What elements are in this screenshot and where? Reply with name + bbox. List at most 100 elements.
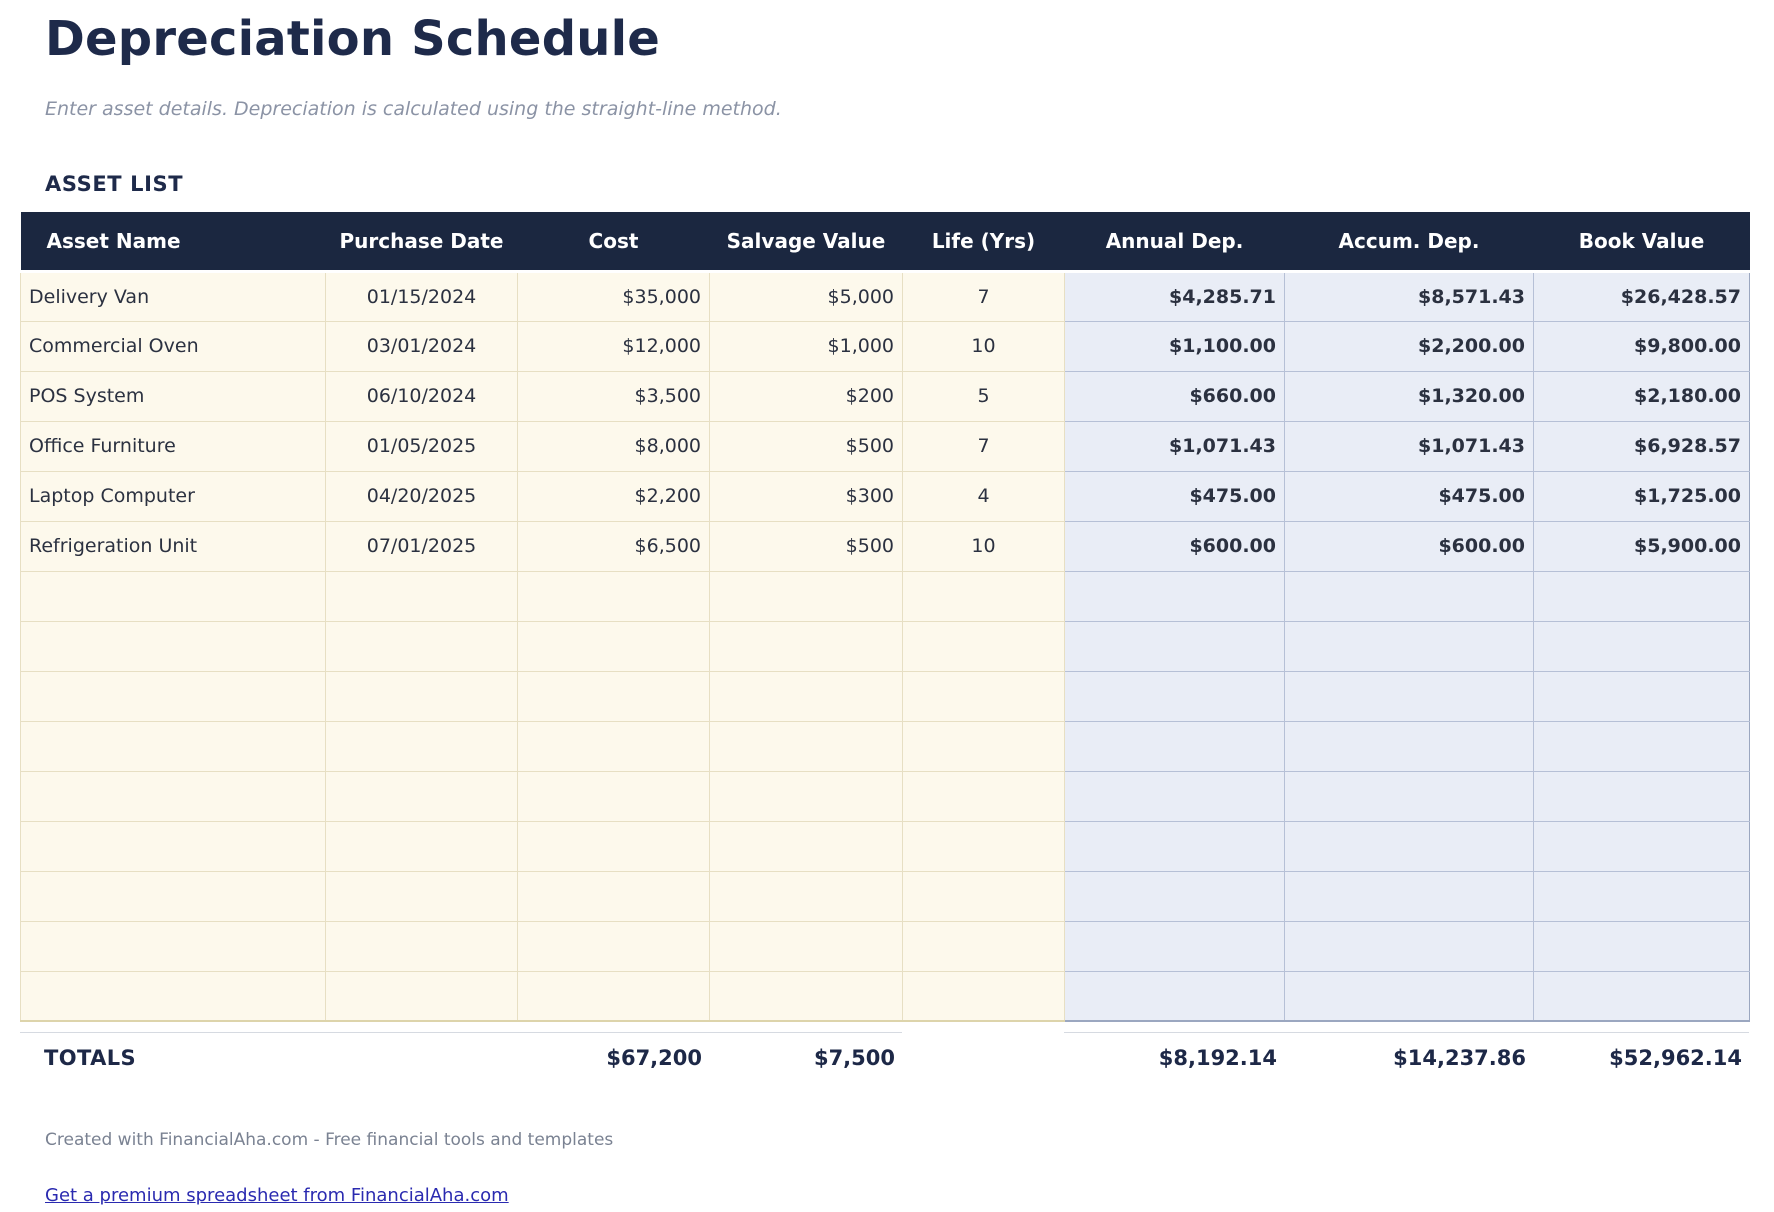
empty-cell-date[interactable] — [325, 821, 518, 872]
cell-life[interactable]: 7 — [902, 271, 1065, 322]
empty-cell-cost[interactable] — [517, 971, 710, 1022]
cell-name[interactable]: Laptop Computer — [20, 471, 326, 522]
empty-cell-life[interactable] — [902, 621, 1065, 672]
empty-cell-cost[interactable] — [517, 921, 710, 972]
empty-cell-name[interactable] — [20, 571, 326, 622]
cell-date[interactable]: 06/10/2024 — [325, 371, 518, 422]
empty-cell-date[interactable] — [325, 971, 518, 1022]
column-header-name: Asset Name — [20, 212, 326, 273]
empty-cell-salvage[interactable] — [709, 821, 903, 872]
cell-date[interactable]: 03/01/2024 — [325, 321, 518, 372]
empty-cell-life[interactable] — [902, 771, 1065, 822]
total-date — [325, 1032, 517, 1082]
table-row: Commercial Oven 03/01/2024 $12,000 $1,000 10… — [20, 321, 1750, 372]
cell-life[interactable]: 10 — [902, 521, 1065, 572]
empty-row — [20, 671, 1750, 722]
cell-salvage[interactable]: $1,000 — [709, 321, 903, 372]
empty-cell-life[interactable] — [902, 971, 1065, 1022]
cell-life[interactable]: 7 — [902, 421, 1065, 472]
empty-cell-salvage[interactable] — [709, 571, 903, 622]
empty-row — [20, 621, 1750, 672]
empty-cell-salvage[interactable] — [709, 921, 903, 972]
cell-book: $5,900.00 — [1533, 521, 1750, 572]
empty-cell-date[interactable] — [325, 921, 518, 972]
empty-cell-date[interactable] — [325, 871, 518, 922]
empty-cell-accum — [1284, 821, 1534, 872]
column-header-date: Purchase Date — [325, 212, 518, 273]
cell-name[interactable]: POS System — [20, 371, 326, 422]
empty-cell-cost[interactable] — [517, 871, 710, 922]
cell-date[interactable]: 07/01/2025 — [325, 521, 518, 572]
cell-salvage[interactable]: $5,000 — [709, 271, 903, 322]
cell-life[interactable]: 10 — [902, 321, 1065, 372]
empty-cell-salvage[interactable] — [709, 721, 903, 772]
empty-row — [20, 921, 1750, 972]
empty-cell-cost[interactable] — [517, 771, 710, 822]
empty-cell-name[interactable] — [20, 721, 326, 772]
empty-cell-book — [1533, 871, 1750, 922]
empty-cell-life[interactable] — [902, 821, 1065, 872]
empty-cell-accum — [1284, 671, 1534, 722]
empty-cell-cost[interactable] — [517, 671, 710, 722]
cell-cost[interactable]: $8,000 — [517, 421, 710, 472]
empty-cell-date[interactable] — [325, 671, 518, 722]
total-book: $52,962.14 — [1533, 1032, 1749, 1082]
cell-life[interactable]: 5 — [902, 371, 1065, 422]
empty-cell-life[interactable] — [902, 721, 1065, 772]
empty-cell-salvage[interactable] — [709, 871, 903, 922]
totals-label: TOTALS — [20, 1032, 325, 1082]
table-row: Refrigeration Unit 07/01/2025 $6,500 $500 10… — [20, 521, 1750, 572]
empty-cell-name[interactable] — [20, 621, 326, 672]
cell-name[interactable]: Office Furniture — [20, 421, 326, 472]
empty-cell-cost[interactable] — [517, 721, 710, 772]
empty-cell-salvage[interactable] — [709, 671, 903, 722]
premium-spreadsheet-link[interactable]: Get a premium spreadsheet from Financial… — [45, 1185, 509, 1206]
section-title-asset-list: ASSET LIST — [45, 172, 184, 196]
cell-salvage[interactable]: $300 — [709, 471, 903, 522]
empty-cell-cost[interactable] — [517, 621, 710, 672]
empty-cell-name[interactable] — [20, 921, 326, 972]
column-header-life: Life (Yrs) — [902, 212, 1065, 273]
cell-date[interactable]: 01/15/2024 — [325, 271, 518, 322]
cell-name[interactable]: Delivery Van — [20, 271, 326, 322]
empty-cell-accum — [1284, 971, 1534, 1022]
empty-cell-name[interactable] — [20, 771, 326, 822]
cell-date[interactable]: 04/20/2025 — [325, 471, 518, 522]
empty-cell-salvage[interactable] — [709, 771, 903, 822]
cell-cost[interactable]: $6,500 — [517, 521, 710, 572]
empty-cell-name[interactable] — [20, 971, 326, 1022]
empty-cell-life[interactable] — [902, 571, 1065, 622]
empty-cell-life[interactable] — [902, 671, 1065, 722]
empty-row — [20, 871, 1750, 922]
empty-cell-name[interactable] — [20, 821, 326, 872]
cell-salvage[interactable]: $200 — [709, 371, 903, 422]
empty-cell-salvage[interactable] — [709, 621, 903, 672]
empty-cell-life[interactable] — [902, 921, 1065, 972]
cell-annual: $660.00 — [1064, 371, 1285, 422]
empty-cell-annual — [1064, 571, 1285, 622]
empty-cell-accum — [1284, 721, 1534, 772]
cell-salvage[interactable]: $500 — [709, 421, 903, 472]
cell-cost[interactable]: $3,500 — [517, 371, 710, 422]
empty-cell-cost[interactable] — [517, 821, 710, 872]
empty-cell-life[interactable] — [902, 871, 1065, 922]
empty-cell-date[interactable] — [325, 721, 518, 772]
cell-date[interactable]: 01/05/2025 — [325, 421, 518, 472]
cell-cost[interactable]: $12,000 — [517, 321, 710, 372]
empty-cell-name[interactable] — [20, 871, 326, 922]
cell-salvage[interactable]: $500 — [709, 521, 903, 572]
cell-cost[interactable]: $35,000 — [517, 271, 710, 322]
empty-cell-cost[interactable] — [517, 571, 710, 622]
cell-name[interactable]: Refrigeration Unit — [20, 521, 326, 572]
cell-accum: $1,320.00 — [1284, 371, 1534, 422]
cell-cost[interactable]: $2,200 — [517, 471, 710, 522]
empty-cell-date[interactable] — [325, 771, 518, 822]
empty-cell-salvage[interactable] — [709, 971, 903, 1022]
empty-cell-date[interactable] — [325, 621, 518, 672]
empty-cell-date[interactable] — [325, 571, 518, 622]
cell-life[interactable]: 4 — [902, 471, 1065, 522]
empty-cell-book — [1533, 821, 1750, 872]
total-accum: $14,237.86 — [1284, 1032, 1533, 1082]
empty-cell-name[interactable] — [20, 671, 326, 722]
cell-name[interactable]: Commercial Oven — [20, 321, 326, 372]
